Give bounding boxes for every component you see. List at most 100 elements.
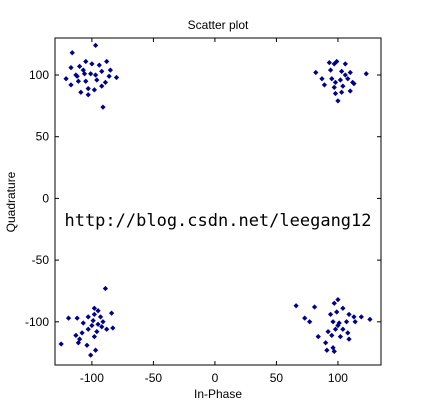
scatter-point [332,326,339,332]
scatter-point [102,285,109,292]
scatter-point [107,67,113,73]
scatter-point [334,309,340,315]
scatter-point [330,345,336,351]
scatter-point [80,320,86,326]
scatter-point [340,305,346,311]
scatter-point [94,77,100,83]
scatter-point [325,329,331,335]
scatter-point [90,317,96,324]
scatter-point [73,72,79,78]
scatter-point [69,50,75,56]
scatter-point [302,315,308,321]
scatter-point [100,319,106,325]
scatter-point [335,322,341,329]
scatter-point [97,314,104,320]
x-tick-label: -100 [80,371,104,385]
scatter-point [68,82,74,88]
scatter-point [91,311,97,318]
scatter-point [99,324,105,330]
scatter-point [335,296,341,303]
scatter-point [345,330,351,336]
scatter-point [313,69,319,76]
scatter-point [315,333,321,340]
scatter-point [345,76,351,82]
scatter-point [331,348,337,355]
scatter-point [85,326,91,332]
scatter-point [358,314,364,320]
scatter-point [311,304,318,310]
x-axis-ticks: -100 -50 0 50 100 [80,38,348,385]
scatter-point [85,92,91,98]
x-axis-label: In-Phase [194,387,242,401]
scatter-point [331,84,337,90]
scatter-point [323,340,329,346]
scatter-point [327,311,334,318]
scatter-point [321,82,328,88]
scatter-point [337,333,344,340]
scatter-point [89,61,95,67]
scatter-point [332,79,339,86]
scatter-point [58,341,64,347]
scatter-point [342,72,348,78]
scatter-point [91,87,97,93]
scatter-point [89,322,95,329]
chart-title: Scatter plot [188,18,249,32]
scatter-point [324,347,330,353]
scatter-point [88,71,94,77]
scatter-point [81,71,88,77]
scatter-point [334,58,340,65]
scatter-point [327,67,334,73]
scatter-point [95,308,101,314]
scatter-point [326,60,332,66]
scatter-point [293,303,299,309]
scatter-point [347,69,353,76]
scatter-point [331,61,337,67]
scatter-point [104,58,110,65]
scatter-point [75,340,81,346]
scatter-point [329,332,335,339]
y-tick-label: -50 [32,253,50,267]
watermark-text: http://blog.csdn.net/leegang12 [64,211,371,231]
scatter-point [83,78,89,84]
scatter-point [335,98,341,104]
scatter-point [96,62,102,68]
scatter-point [319,76,325,82]
scatter-point [346,336,352,342]
scatter-point [110,325,116,331]
scatter-point [85,85,91,92]
scatter-point [351,314,357,320]
scatter-point [106,73,112,79]
scatter-point [91,333,97,340]
scatter-point [74,315,80,321]
scatter-point [113,74,120,81]
scatter-point [343,319,350,325]
scatter-point [342,61,348,67]
scatter-point [68,64,74,71]
x-tick-label: 100 [328,371,348,385]
scatter-point [88,352,94,358]
scatter-point [340,326,346,332]
scatter-point [94,329,100,335]
scatter-point [367,316,373,322]
scatter-point [63,76,69,82]
scatter-point [363,71,369,77]
x-tick-label: -50 [145,371,163,385]
scatter-point [347,88,353,94]
scatter-point [351,81,357,87]
scatter-point [84,342,90,348]
scatter-point [79,330,85,336]
scatter-point [329,76,335,82]
scatter-point [95,321,101,327]
scatter-point [99,68,105,74]
scatter-point [330,319,336,325]
scatter-point [92,72,99,78]
scatter-point [65,315,72,321]
y-tick-label: -100 [25,315,49,329]
scatter-point [332,90,339,97]
scatter-point [92,42,99,49]
scatter-point [83,58,89,65]
scatter-point [108,310,115,316]
scatter-point [85,314,91,320]
scatter-point [102,79,109,86]
